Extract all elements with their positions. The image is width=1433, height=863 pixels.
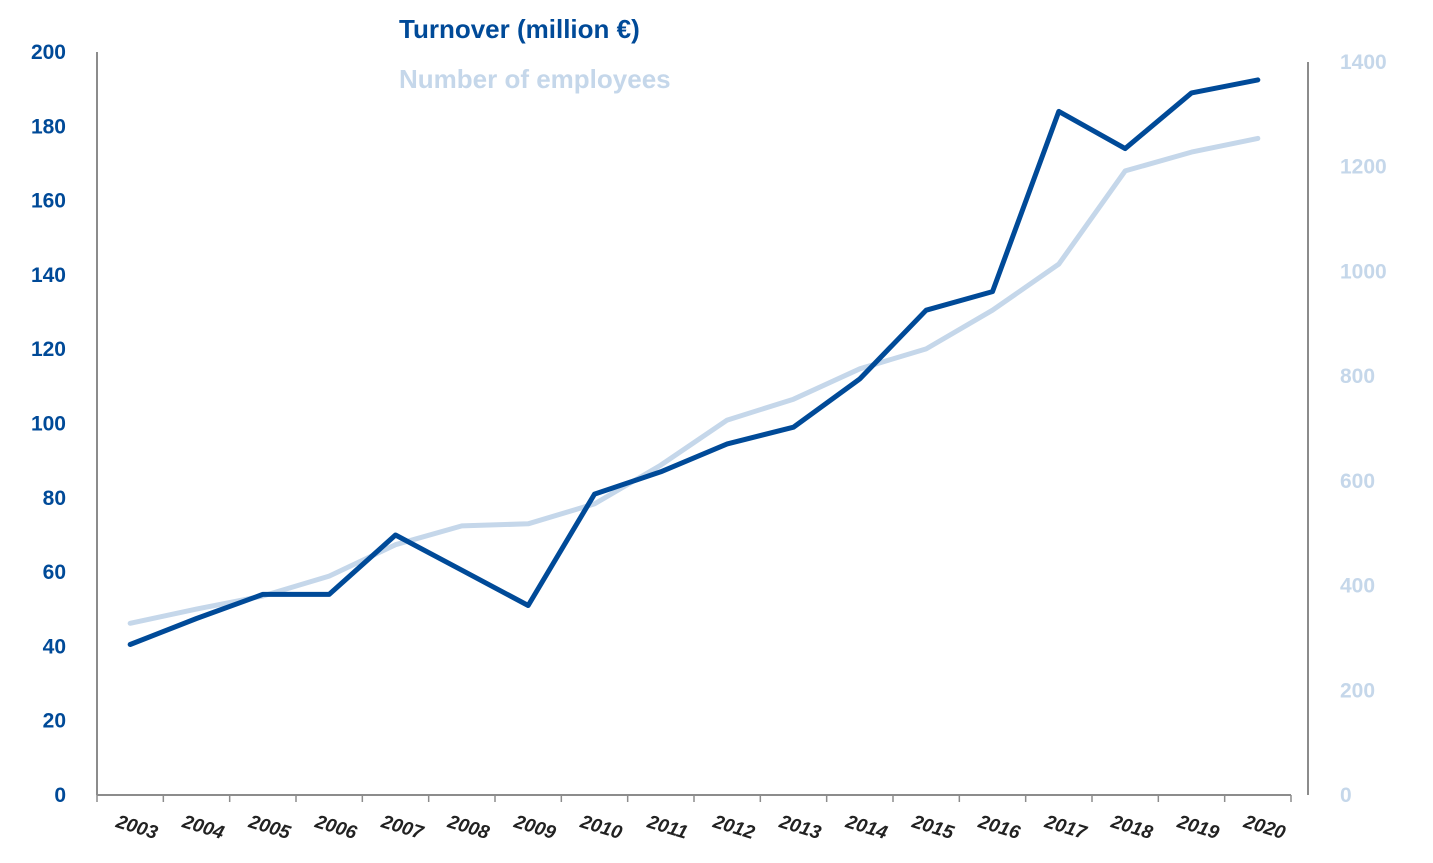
right-axis-tick-label: 600 [1340, 470, 1375, 493]
left-axis-tick-label: 120 [31, 338, 66, 361]
x-axis-category-label: 2013 [776, 811, 824, 844]
x-axis-category-label: 2007 [378, 811, 427, 844]
x-axis-category-label: 2003 [113, 811, 161, 844]
left-axis-tick-label: 180 [31, 115, 66, 138]
chart-legend: Turnover (million €) Number of employees [399, 14, 671, 94]
right-axis-tick-label: 1000 [1340, 260, 1387, 283]
x-axis-category-label: 2014 [842, 811, 890, 844]
right-axis-tick-label: 400 [1340, 575, 1375, 598]
left-axis-tick-label: 100 [31, 413, 66, 436]
x-axis-category-label: 2019 [1174, 811, 1222, 844]
x-axis-category-label: 2008 [444, 811, 492, 844]
left-axis-tick-label: 160 [31, 190, 66, 213]
left-axis-tick-label: 140 [31, 264, 66, 287]
series-line-turnover [127, 77, 1261, 647]
left-axis-tick-label: 20 [43, 710, 66, 733]
x-axis-category-label: 2020 [1240, 811, 1288, 844]
x-axis-category-label: 2018 [1108, 811, 1156, 844]
x-axis-category-label: 2011 [644, 811, 690, 843]
left-axis-tick-label: 80 [43, 487, 66, 510]
x-axis-category-label: 2006 [312, 811, 360, 844]
x-axis-category-label: 2017 [1041, 811, 1090, 844]
x-axis-category-label: 2016 [975, 811, 1023, 844]
chart-series [127, 77, 1261, 647]
right-axis-tick-label: 800 [1340, 365, 1375, 388]
legend-entry: Turnover (million €) [399, 14, 640, 44]
x-axis-category-label: 2005 [245, 811, 293, 844]
left-axis-tick-label: 60 [43, 561, 66, 584]
right-axis-tick-label: 200 [1340, 679, 1375, 702]
x-axis-category-label: 2004 [179, 811, 227, 844]
x-axis-category-label: 2010 [577, 811, 625, 844]
right-axis-tick-label: 0 [1340, 784, 1352, 807]
x-axis-category-label: 2015 [909, 811, 957, 844]
series-line-employees [127, 135, 1261, 626]
legend-entry: Number of employees [399, 64, 671, 94]
left-axis-tick-label: 200 [31, 41, 66, 64]
right-axis-tick-label: 1400 [1340, 51, 1387, 74]
x-axis-category-label: 2009 [511, 811, 559, 844]
left-axis-tick-label: 0 [54, 784, 66, 807]
chart-axes: 0 20 40 60 80 100 120 140 160 180 200 0 200 400 600 800… [31, 41, 1387, 844]
left-axis-tick-label: 40 [43, 635, 66, 658]
x-axis-category-label: 2012 [710, 811, 758, 844]
right-axis-tick-label: 1200 [1340, 156, 1387, 179]
